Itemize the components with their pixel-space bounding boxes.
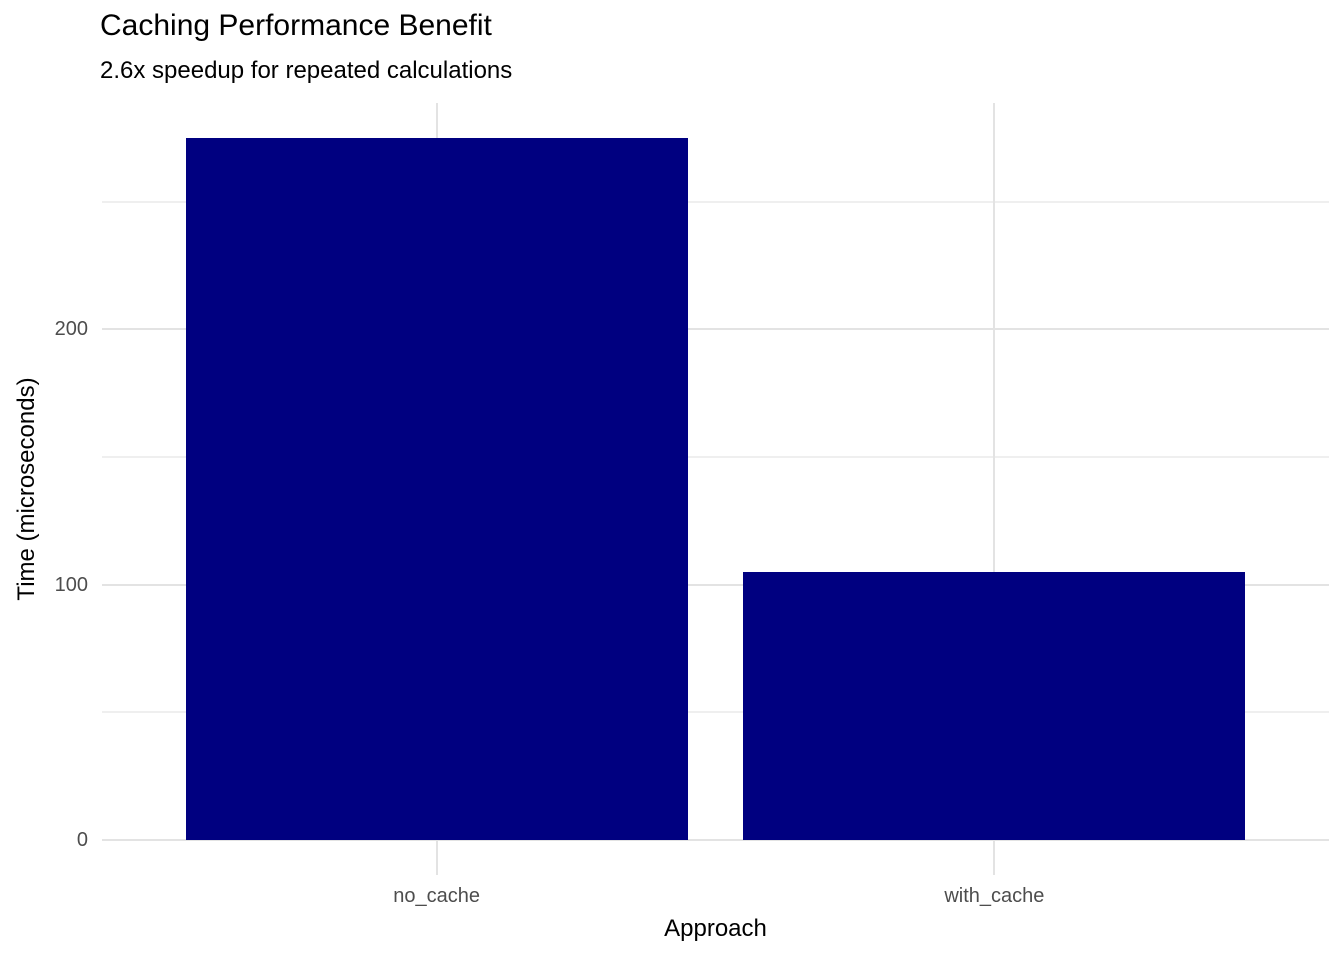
y-tick-label: 200 xyxy=(54,318,88,341)
major-gridline xyxy=(102,328,1329,331)
minor-gridline xyxy=(102,711,1329,714)
bar-no_cache xyxy=(185,138,688,840)
x-tick-label: with_cache xyxy=(944,885,1045,907)
y-tick-label: 0 xyxy=(76,828,88,851)
y-axis-title: Time (microseconds) xyxy=(13,377,40,601)
bar-with_cache xyxy=(743,571,1246,840)
x-axis-title: Approach xyxy=(664,915,767,942)
x-tick-label: no_cache xyxy=(393,885,480,907)
minor-gridline xyxy=(102,200,1329,203)
minor-gridline xyxy=(102,456,1329,459)
chart-title: Caching Performance Benefit xyxy=(100,9,492,42)
major-gridline xyxy=(102,838,1329,841)
y-tick-label: 100 xyxy=(54,573,88,596)
major-gridline xyxy=(102,583,1329,586)
chart-subtitle: 2.6x speedup for repeated calculations xyxy=(100,57,513,84)
vertical-gridline xyxy=(993,103,996,875)
